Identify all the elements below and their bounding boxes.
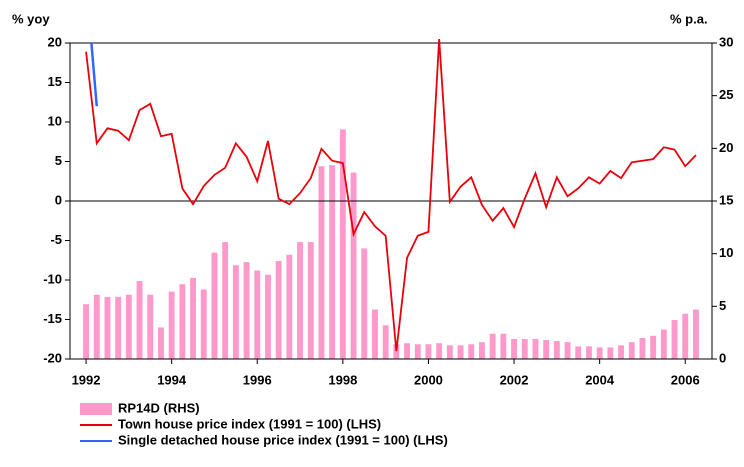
y-tick-label: -5 [50,232,62,247]
bar [265,274,271,359]
bar [575,346,582,359]
bar [158,327,164,359]
bar [190,277,196,359]
x-tick-label: 1992 [72,372,101,387]
y2-tick-label: 25 [719,87,733,102]
bar [232,265,239,359]
bar [382,325,389,359]
bar [489,333,496,359]
y2-tick-label: 10 [719,245,733,260]
y2-tick-label: 0 [719,350,726,365]
y-tick-label: -10 [43,271,62,286]
bar [179,284,186,359]
bar [457,345,464,359]
y2-tick-label: 5 [719,298,726,313]
y-tick-label: 0 [55,192,62,207]
legend-swatch [80,403,112,415]
bar [425,344,432,359]
bar [104,296,111,359]
bar [93,294,100,359]
bar [350,172,357,359]
bar [200,289,207,359]
y-tick-label: -20 [43,350,62,365]
legend-label: RP14D (RHS) [118,400,200,415]
bar [553,341,560,359]
bar [564,342,571,359]
bar [468,344,475,359]
bar [361,248,368,359]
bar [83,304,89,359]
y-tick-label: 5 [55,153,62,168]
line [85,38,697,352]
bar [297,242,303,359]
bar [147,294,154,359]
bar [479,342,485,359]
y2-tick-label: 15 [719,192,733,207]
bar [393,344,400,359]
bar [639,337,646,359]
bar [596,347,603,359]
bar [372,309,378,359]
bar [254,270,261,359]
bar [532,338,539,359]
bar [307,242,314,359]
bar [211,252,218,359]
bar [607,347,614,359]
bar [671,320,678,359]
y2-tick-label: 20 [719,140,733,155]
bar [318,166,325,359]
bar [436,343,443,359]
bar [125,294,132,359]
legend-label: Single detached house price index (1991 … [118,432,448,447]
y2-tick-label: 30 [719,34,733,49]
legend-label: Town house price index (1991 = 100) (LHS… [118,416,381,431]
y2-axis-label: % p.a. [670,11,708,26]
x-tick-label: 2006 [671,372,700,387]
bar [500,333,507,359]
line [90,42,98,107]
bar [682,313,689,359]
bar [618,345,624,359]
bar [660,329,667,359]
bar [446,345,453,359]
bar [275,261,282,359]
y-tick-label: 10 [48,113,62,128]
bar [222,242,229,359]
bar [339,129,346,359]
bar [404,343,410,359]
bar [650,335,657,359]
bar [414,344,421,359]
y-tick-label: 15 [48,74,62,89]
bar [628,342,635,359]
bar [586,346,592,359]
x-tick-label: 1996 [243,372,272,387]
bar [136,281,143,359]
bar [521,338,528,359]
bar [693,309,699,359]
bar [168,291,175,359]
bar [511,338,517,359]
x-tick-label: 2004 [585,372,615,387]
bar [543,340,550,359]
x-tick-label: 2000 [414,372,443,387]
x-tick-label: 2002 [500,372,529,387]
x-tick-label: 1998 [328,372,357,387]
bar [243,262,250,359]
y-tick-label: 20 [48,34,62,49]
bar [329,165,336,359]
x-tick-label: 1994 [157,372,187,387]
y-axis-label: % yoy [12,11,50,26]
bar [286,254,293,359]
y-tick-label: -15 [43,311,62,326]
bar [115,296,122,359]
